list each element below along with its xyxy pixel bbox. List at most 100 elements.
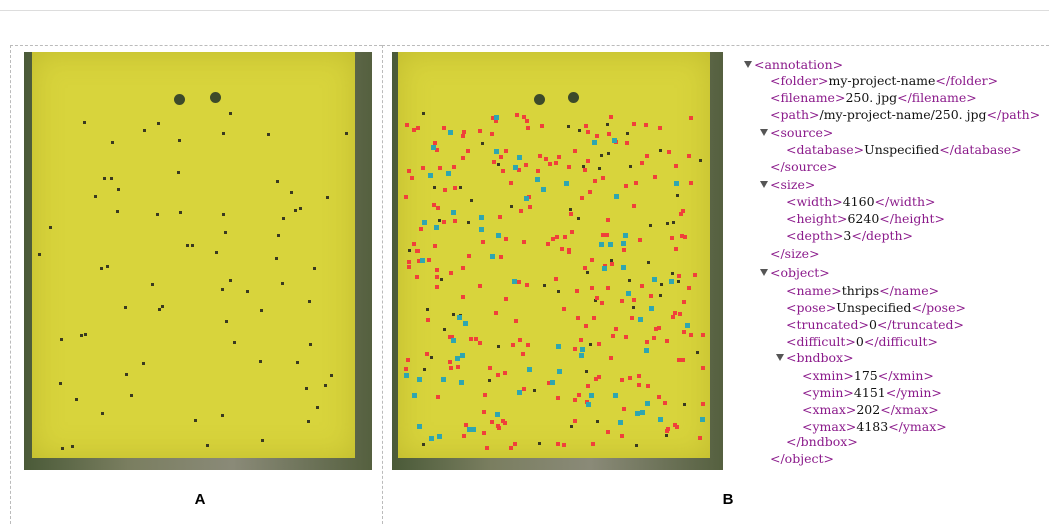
insect bbox=[191, 244, 194, 247]
insect bbox=[151, 283, 154, 286]
detection-box bbox=[608, 242, 613, 247]
xml-tag: </folder> bbox=[935, 73, 998, 88]
detection-box bbox=[640, 284, 644, 288]
xml-tag: <pose> bbox=[786, 300, 836, 315]
insect bbox=[83, 121, 86, 124]
detection-box bbox=[496, 373, 500, 377]
insect bbox=[426, 308, 429, 311]
detection-box bbox=[624, 184, 628, 188]
detection-box bbox=[674, 247, 678, 251]
page: A B <annotation><folder>my-project-name<… bbox=[0, 0, 1049, 524]
detection-box bbox=[442, 220, 446, 224]
insect bbox=[221, 288, 224, 291]
detection-box bbox=[645, 401, 650, 406]
panel-border bbox=[382, 45, 1049, 46]
detection-box bbox=[481, 240, 485, 244]
detection-box bbox=[496, 424, 500, 428]
insect bbox=[659, 149, 662, 152]
insect bbox=[224, 231, 227, 234]
detection-box bbox=[658, 417, 663, 422]
detection-box bbox=[404, 373, 409, 378]
detection-box bbox=[592, 140, 597, 145]
xml-value: /my-project-name/250. jpg bbox=[819, 107, 986, 122]
detection-box bbox=[644, 123, 648, 127]
detection-box bbox=[407, 169, 411, 173]
insect bbox=[161, 305, 164, 308]
xml-value: 4160 bbox=[843, 194, 875, 209]
insect bbox=[246, 290, 249, 293]
detection-box bbox=[456, 365, 460, 369]
toggle bbox=[760, 181, 768, 188]
detection-box bbox=[453, 219, 457, 223]
xml-line: <depth>3</depth> bbox=[786, 227, 913, 244]
insect bbox=[103, 177, 106, 180]
detection-box bbox=[595, 134, 599, 138]
detection-box bbox=[626, 291, 631, 296]
insect bbox=[94, 195, 97, 198]
detection-box bbox=[451, 210, 456, 215]
detection-box bbox=[494, 311, 498, 315]
insect bbox=[569, 208, 572, 211]
detection-box bbox=[546, 242, 550, 246]
xml-tag: </ymin> bbox=[886, 385, 942, 400]
detection-box bbox=[687, 154, 691, 158]
detection-box bbox=[517, 390, 522, 395]
detection-box bbox=[453, 186, 457, 190]
insect bbox=[659, 294, 662, 297]
detection-box bbox=[457, 315, 462, 320]
detection-box bbox=[652, 277, 657, 282]
insect bbox=[533, 389, 536, 392]
insect bbox=[577, 217, 580, 220]
sticky-trap bbox=[398, 52, 710, 458]
insect bbox=[177, 171, 180, 174]
detection-box bbox=[645, 154, 649, 158]
insect bbox=[628, 279, 631, 282]
xml-line: </object> bbox=[770, 450, 834, 467]
insect bbox=[59, 382, 62, 385]
detection-box bbox=[488, 366, 492, 370]
insect bbox=[75, 398, 78, 401]
detection-box bbox=[513, 442, 517, 446]
insect bbox=[259, 360, 262, 363]
hole bbox=[174, 94, 185, 105]
detection-box bbox=[562, 307, 566, 311]
xml-line: <folder>my-project-name</folder> bbox=[770, 72, 998, 89]
detection-box bbox=[509, 446, 513, 450]
detection-box bbox=[701, 402, 705, 406]
detection-box bbox=[681, 358, 685, 362]
detection-box bbox=[575, 289, 579, 293]
detection-box bbox=[404, 195, 408, 199]
detection-box bbox=[601, 176, 605, 180]
toggle bbox=[760, 269, 768, 276]
insect bbox=[229, 112, 232, 115]
detection-box bbox=[517, 280, 521, 284]
insect bbox=[84, 333, 87, 336]
detection-box bbox=[646, 384, 650, 388]
insect bbox=[683, 403, 686, 406]
detection-box bbox=[621, 265, 626, 270]
insect bbox=[589, 343, 592, 346]
detection-box bbox=[573, 149, 577, 153]
detection-box bbox=[556, 344, 561, 349]
detection-box bbox=[658, 126, 662, 130]
detection-box bbox=[644, 348, 649, 353]
detection-box bbox=[524, 196, 529, 201]
detection-box bbox=[417, 377, 422, 382]
detection-box bbox=[620, 299, 624, 303]
xml-tag: <ymax> bbox=[802, 419, 856, 434]
detection-box bbox=[416, 126, 420, 130]
insect bbox=[101, 412, 104, 415]
detection-box bbox=[593, 179, 597, 183]
insect bbox=[567, 125, 570, 128]
insect bbox=[233, 341, 236, 344]
insect bbox=[125, 373, 128, 376]
detection-box bbox=[584, 124, 588, 128]
xml-tag: </path> bbox=[987, 107, 1041, 122]
xml-tag: <path> bbox=[770, 107, 819, 122]
detection-box bbox=[588, 190, 592, 194]
detection-box bbox=[504, 297, 508, 301]
insect bbox=[635, 444, 638, 447]
insect bbox=[324, 384, 327, 387]
insect bbox=[61, 447, 64, 450]
insect bbox=[260, 309, 263, 312]
